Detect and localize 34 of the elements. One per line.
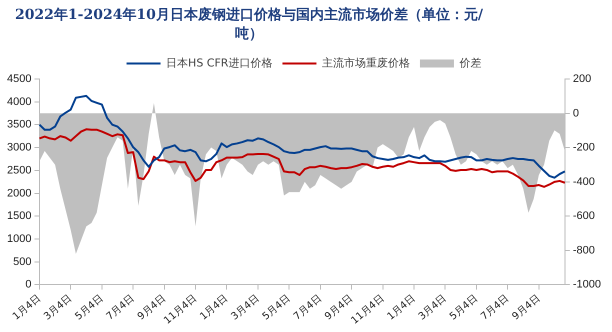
y-tick-label: 4000 — [6, 96, 32, 108]
y-tick-label: 0 — [25, 278, 32, 291]
y2-tick-label: 0 — [572, 107, 579, 120]
y2-tick-label: -400 — [572, 176, 595, 188]
y-tick-label: 3000 — [6, 142, 32, 154]
y-tick-label: 3500 — [6, 118, 32, 131]
y-tick-label: 4500 — [6, 73, 32, 86]
y-tick-label: 1000 — [6, 233, 32, 246]
x-tick-label: 5月4日 — [448, 293, 480, 323]
y-tick-label: 2500 — [6, 164, 32, 176]
x-tick-label: 9月4日 — [510, 293, 542, 323]
y-tick-label: 1500 — [6, 210, 32, 222]
legend-label: 价差 — [458, 56, 482, 70]
x-tick-label: 1月4日 — [10, 293, 44, 323]
x-tick-label: 3月4日 — [229, 293, 262, 323]
x-tick-label: 3月4日 — [42, 293, 74, 323]
chart-title: 2022年1-2024年10月日本废钢进口价格与国内主流市场价差（单位：元/吨） — [14, 6, 484, 44]
x-tick-label: 5月4日 — [73, 293, 106, 323]
legend-label: 日本HS CFR进口价格 — [166, 56, 272, 70]
y-tick-label: 500 — [13, 256, 32, 268]
x-tick-label: 3月4日 — [416, 293, 449, 323]
x-tick-label: 5月4日 — [260, 293, 293, 323]
y2-tick-label: 200 — [572, 73, 592, 86]
x-tick-label: 7月4日 — [292, 293, 324, 323]
y2-tick-label: -200 — [572, 142, 595, 154]
x-tick-label: 1月4日 — [198, 293, 230, 323]
y2-tick-label: -800 — [572, 244, 595, 256]
x-tick-label: 7月4日 — [479, 293, 512, 323]
x-tick-label: 7月4日 — [104, 293, 137, 323]
legend-label: 主流市场重废价格 — [322, 56, 410, 70]
y-tick-label: 2000 — [6, 187, 32, 200]
x-tick-label: 1月4日 — [385, 293, 418, 323]
y2-tick-label: -600 — [572, 210, 595, 222]
y2-tick-label: -1000 — [572, 278, 602, 291]
